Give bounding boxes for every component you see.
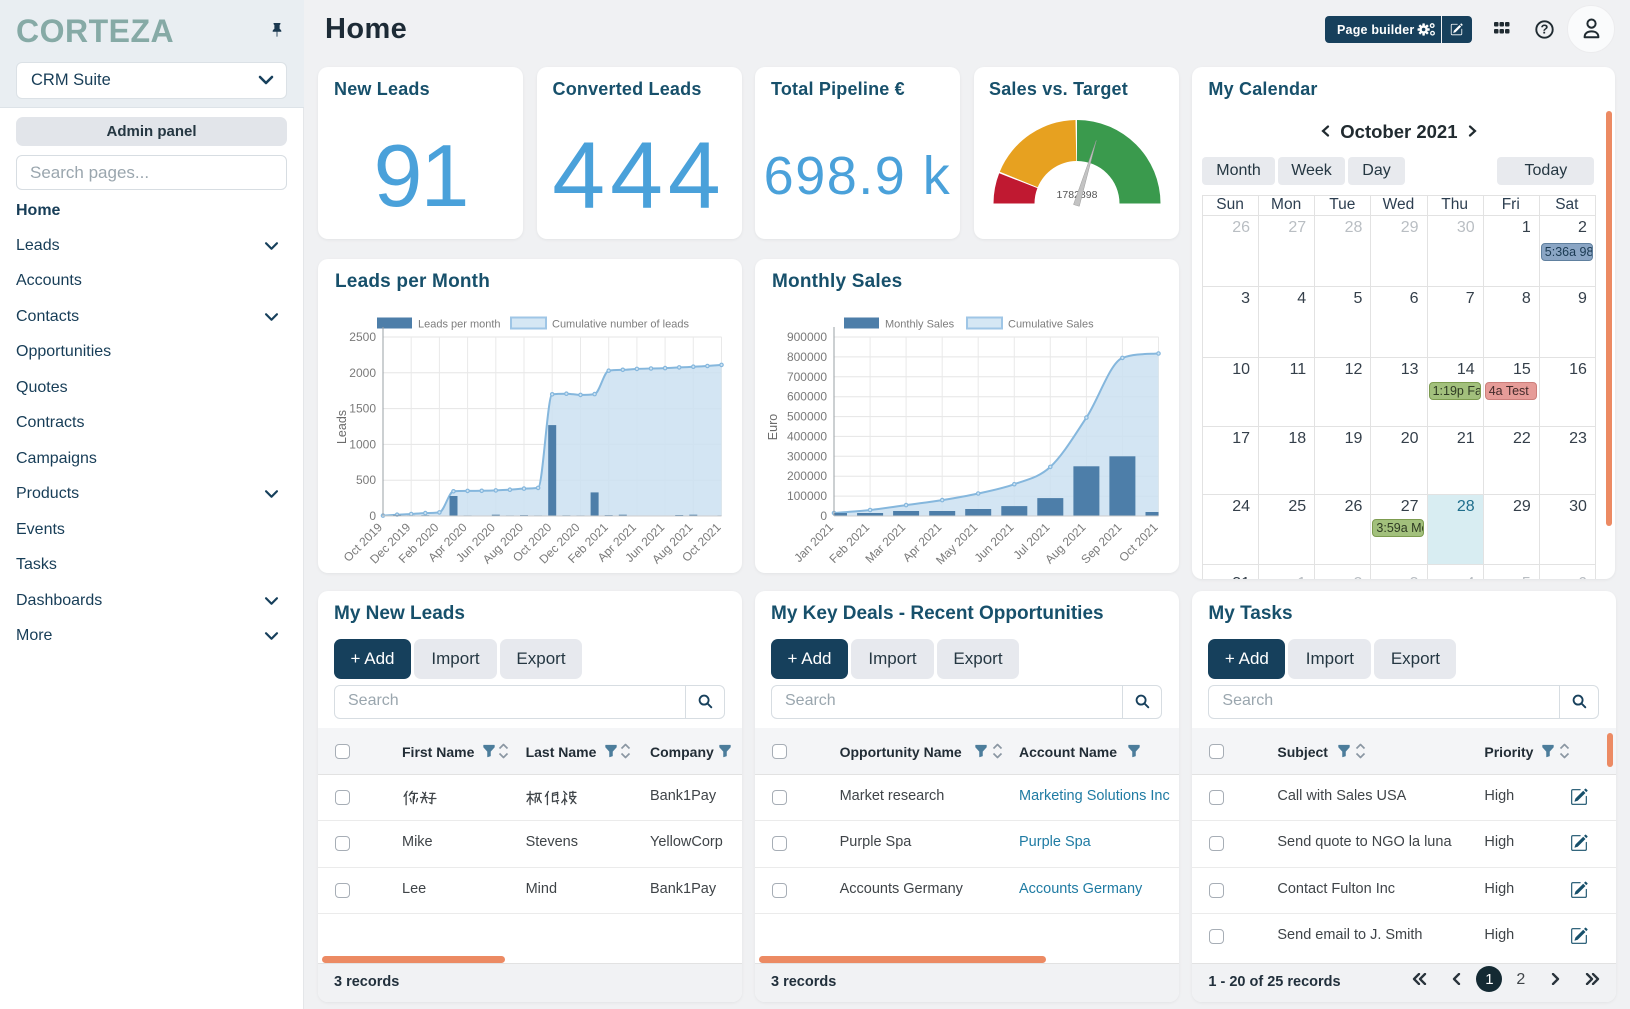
svg-text:Leads per month: Leads per month <box>418 319 501 331</box>
svg-text:Jun 2021: Jun 2021 <box>972 520 1017 565</box>
svg-text:800000: 800000 <box>787 350 827 364</box>
svg-text:?: ? <box>1541 22 1549 37</box>
svg-text:1000: 1000 <box>349 437 376 451</box>
svg-text:400000: 400000 <box>787 429 827 443</box>
svg-text:500000: 500000 <box>787 410 827 424</box>
svg-text:600000: 600000 <box>787 390 827 404</box>
svg-text:Leads: Leads <box>335 410 349 444</box>
svg-text:Mar 2021: Mar 2021 <box>862 520 908 566</box>
svg-text:0: 0 <box>369 509 376 523</box>
svg-text:2500: 2500 <box>349 330 376 344</box>
svg-text:Cumulative Sales: Cumulative Sales <box>1008 319 1094 331</box>
svg-text:Oct 2021: Oct 2021 <box>1116 520 1161 565</box>
svg-text:100000: 100000 <box>787 489 827 503</box>
svg-text:300000: 300000 <box>787 449 827 463</box>
svg-text:500: 500 <box>356 473 376 487</box>
svg-text:1500: 1500 <box>349 402 376 416</box>
svg-text:Cumulative number of leads: Cumulative number of leads <box>552 319 689 331</box>
svg-text:2000: 2000 <box>349 366 376 380</box>
svg-text:200000: 200000 <box>787 469 827 483</box>
svg-text:Euro: Euro <box>766 414 780 440</box>
svg-text:0: 0 <box>820 509 827 523</box>
svg-text:Monthly Sales: Monthly Sales <box>885 319 955 331</box>
svg-text:700000: 700000 <box>787 370 827 384</box>
svg-text:900000: 900000 <box>787 330 827 344</box>
